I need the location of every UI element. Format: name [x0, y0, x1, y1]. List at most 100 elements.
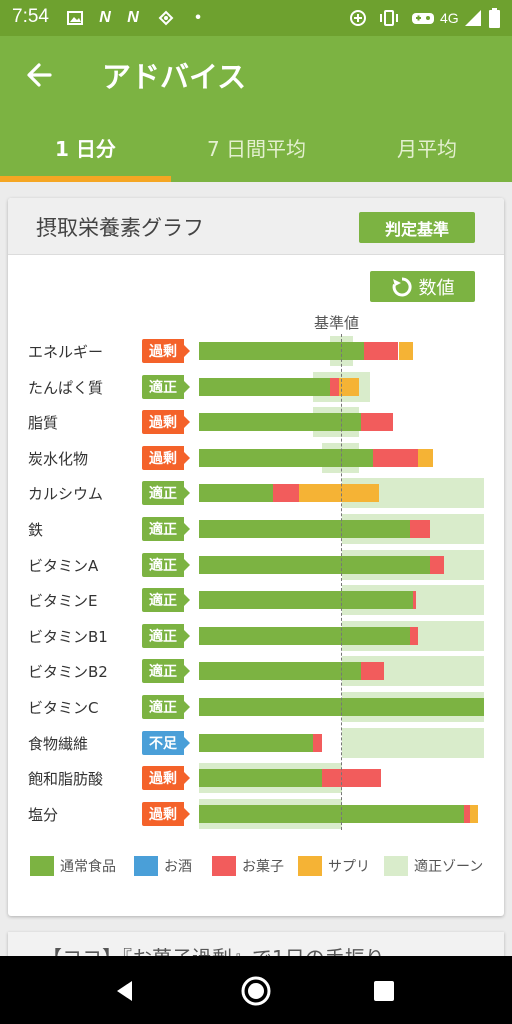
vibrate-icon: [378, 8, 400, 28]
bar-segment-regular: [199, 484, 274, 503]
nutrient-name: ビタミンC: [28, 699, 99, 717]
bar-track: [199, 336, 484, 366]
nutrient-name: ビタミンB1: [28, 627, 108, 646]
bar-segment-regular: [199, 520, 410, 538]
status-badge: 過剰: [142, 410, 190, 435]
bar-segment-supplement: [338, 377, 359, 396]
bar-segment-snack: [321, 769, 382, 788]
nutrient-name: ビタミンB2: [28, 663, 108, 682]
reference-value-label: 基準値: [314, 314, 360, 332]
nutrient-row: ビタミンB1 適正: [8, 620, 504, 651]
n-notification-icon: N: [99, 9, 111, 26]
status-bar: 7:54 N N • 4G: [0, 0, 512, 36]
status-badge: 過剰: [142, 766, 190, 791]
status-badge: 適正: [142, 659, 190, 684]
legend-label: 通常食品: [60, 859, 116, 875]
signal-icon: [464, 8, 482, 28]
nutrient-name: 塩分: [28, 805, 59, 824]
nutrient-row: 飽和脂肪酸 過剰: [8, 763, 504, 794]
status-time: 7:54: [12, 6, 49, 27]
bar-segment-snack: [361, 662, 385, 681]
bar-segment-snack: [361, 413, 393, 432]
legend-item-regular-food: 通常食品: [30, 854, 116, 878]
bar-segment-snack: [273, 484, 299, 503]
legend-item-supplements: サプリ: [298, 854, 370, 878]
bar-track: [199, 585, 484, 616]
nutrient-row: 塩分 過剰: [8, 798, 504, 829]
bar-track: [199, 727, 484, 758]
legend-item-alcohol: お酒: [134, 854, 192, 878]
status-badge: 不足: [142, 730, 190, 755]
nav-recents-icon[interactable]: [373, 980, 395, 1002]
refresh-icon: [392, 276, 412, 296]
proper-zone-band: [341, 727, 484, 758]
legend-swatch: [384, 856, 408, 876]
status-badge: 過剰: [142, 445, 190, 470]
tab-7-day-average[interactable]: 7 日間平均: [206, 136, 307, 161]
bar-segment-supplement: [418, 448, 433, 467]
bar-segment-regular: [199, 662, 362, 681]
nutrient-chart-card: 摂取栄養素グラフ 判定基準 数値 基準値 エネルギー 過剰 たんぱく質 適正 脂質 過剰炭…: [8, 198, 504, 916]
status-badge: 適正: [142, 517, 190, 541]
legend-swatch: [134, 856, 158, 876]
bar-segment-supplement: [398, 342, 413, 360]
nutrient-row: 脂質 過剰: [8, 407, 504, 438]
bar-segment-snack: [372, 448, 419, 467]
bar-segment-snack: [412, 591, 416, 610]
legend-swatch: [298, 856, 322, 876]
bar-segment-regular: [199, 555, 430, 574]
system-nav-bar: [0, 956, 512, 1024]
app-bar: アドバイス: [0, 36, 512, 112]
bar-track: [199, 407, 484, 438]
status-badge: 適正: [142, 588, 190, 613]
reference-line: [341, 334, 342, 830]
nutrient-row: ビタミンE 適正: [8, 585, 504, 616]
status-badge: 適正: [142, 552, 190, 577]
active-tab-indicator: [0, 176, 171, 182]
dot-icon: •: [195, 9, 201, 26]
bar-segment-regular: [199, 413, 362, 432]
bar-track: [199, 549, 484, 580]
back-arrow-icon[interactable]: [22, 58, 56, 92]
bar-track: [199, 478, 484, 509]
nav-home-icon[interactable]: [240, 975, 272, 1007]
tab-bar: 1 日分 7 日間平均 月平均: [0, 112, 512, 182]
bar-segment-supplement: [469, 804, 479, 823]
nav-back-icon[interactable]: [112, 978, 138, 1004]
bar-segment-snack: [313, 733, 322, 752]
image-notification-icon: [66, 8, 84, 28]
game-controller-icon: [410, 8, 436, 28]
bar-segment-regular: [199, 377, 331, 396]
tab-1-day[interactable]: 1 日分: [55, 136, 116, 161]
status-badge: 過剰: [142, 801, 190, 826]
judgement-criteria-button[interactable]: 判定基準: [359, 212, 475, 243]
nutrient-name: 鉄: [28, 521, 44, 539]
legend-item-proper-zone: 適正ゾーン: [384, 854, 483, 878]
bar-segment-regular: [199, 342, 365, 360]
bar-segment-snack: [409, 520, 430, 538]
bar-track: [199, 514, 484, 544]
show-values-button[interactable]: 数値: [370, 271, 475, 302]
bar-track: [199, 442, 484, 473]
nutrient-row: 食物繊維 不足: [8, 727, 504, 758]
nutrient-name: エネルギー: [28, 343, 104, 361]
bar-segment-snack: [429, 555, 445, 574]
status-badge: 適正: [142, 623, 190, 648]
nutrient-name: たんぱく質: [28, 378, 104, 397]
bar-track: [199, 798, 484, 829]
bar-segment-regular: [199, 448, 373, 467]
tab-monthly-average[interactable]: 月平均: [397, 136, 457, 161]
bar-segment-regular: [199, 769, 322, 788]
bar-segment-snack: [364, 342, 399, 360]
network-type: 4G: [440, 10, 459, 26]
nutrient-name: ビタミンA: [28, 556, 99, 575]
bar-track: [199, 620, 484, 651]
satellite-icon: [156, 8, 176, 28]
bar-segment-regular: [199, 591, 413, 610]
nutrient-name: 食物繊維: [28, 734, 89, 753]
n-notification-icon-2: N: [127, 9, 139, 26]
bar-segment-supplement: [298, 484, 379, 503]
nutrient-row: 鉄 適正: [8, 514, 504, 544]
legend-item-snacks: お菓子: [212, 854, 284, 878]
card-title: 摂取栄養素グラフ: [36, 216, 204, 240]
